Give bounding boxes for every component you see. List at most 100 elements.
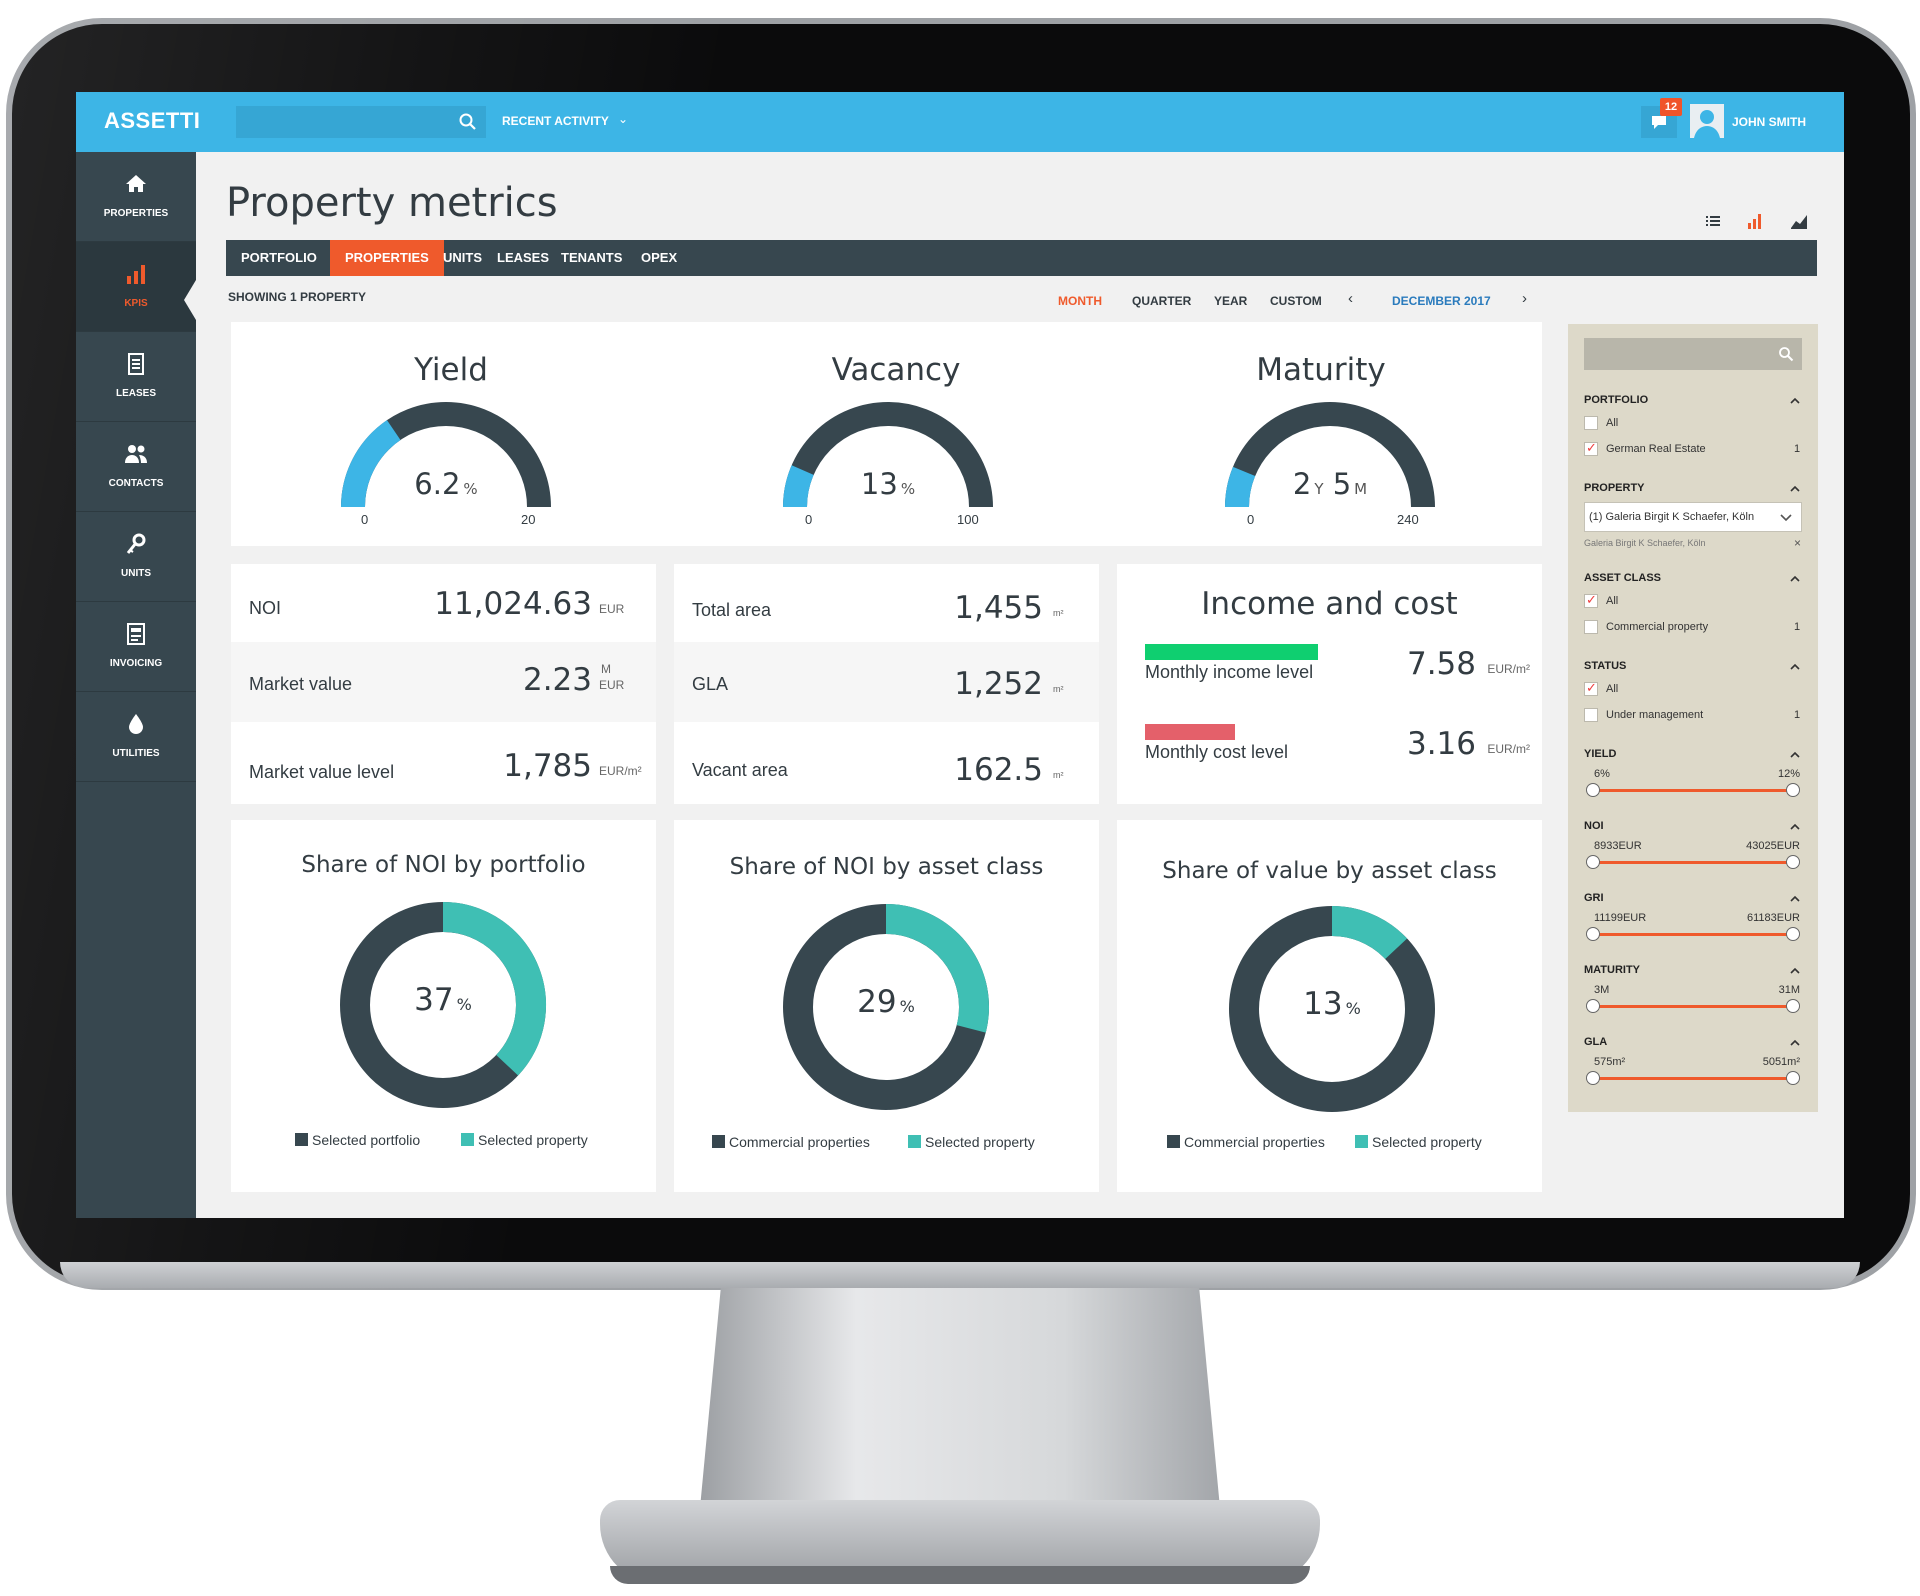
chevron-up-icon[interactable] (1790, 574, 1800, 584)
filter-section-portfolio[interactable]: PORTFOLIO (1584, 394, 1649, 406)
checkbox-asset-class-commercial[interactable] (1584, 620, 1598, 634)
section-tabs: PORTFOLIO PROPERTIES UNITS LEASES TENANT… (226, 240, 1817, 276)
filter-section-asset-class[interactable]: ASSET CLASS (1584, 572, 1662, 584)
recent-activity-dropdown[interactable]: RECENT ACTIVITY (502, 114, 609, 128)
tab-units[interactable]: UNITS (443, 250, 482, 265)
checkbox-status-under-management[interactable] (1584, 708, 1598, 722)
tab-properties[interactable]: PROPERTIES (330, 240, 444, 276)
yield-slider-track[interactable] (1594, 789, 1794, 792)
filter-option-label: Under management (1606, 709, 1704, 721)
search-icon[interactable] (1778, 346, 1794, 362)
tab-opex[interactable]: OPEX (641, 250, 678, 265)
sidebar-item-leases[interactable]: LEASES (76, 332, 196, 422)
filter-section-yield[interactable]: YIELD (1584, 748, 1617, 760)
list-view-icon[interactable] (1704, 212, 1722, 230)
metric-unit: m² (1053, 608, 1064, 618)
global-search-input[interactable] (236, 106, 486, 138)
gauge-max: 20 (521, 512, 536, 527)
notification-count-badge: 12 (1660, 98, 1682, 116)
filter-section-gri[interactable]: GRI (1584, 892, 1604, 904)
next-period-button[interactable]: › (1522, 290, 1527, 307)
chevron-down-icon[interactable]: ⌄ (618, 112, 629, 126)
metric-row-market-value: Market value 2.23 M EUR (231, 642, 656, 722)
gauge-vacancy (783, 402, 993, 508)
chevron-up-icon[interactable] (1790, 750, 1800, 760)
chevron-down-icon[interactable] (1779, 510, 1793, 524)
maturity-slider-track[interactable] (1594, 1005, 1794, 1008)
slider-min-handle[interactable] (1586, 927, 1600, 941)
tab-leases[interactable]: LEASES (497, 250, 550, 265)
donut-card-noi-portfolio: Share of NOI by portfolio 37% Selected p… (231, 820, 656, 1192)
slider-min-handle[interactable] (1586, 999, 1600, 1013)
chevron-up-icon[interactable] (1790, 662, 1800, 672)
filter-option-count: 1 (1794, 621, 1801, 633)
document-icon (128, 353, 144, 375)
gauge-fill (1225, 466, 1256, 508)
sidebar-item-utilities[interactable]: UTILITIES (76, 692, 196, 782)
filter-section-status[interactable]: STATUS (1584, 660, 1627, 672)
close-icon[interactable]: × (1794, 536, 1802, 550)
donut-center-value: 37% (414, 982, 472, 1018)
metric-row-noi: NOI 11,024.63 EUR (231, 564, 656, 642)
property-select[interactable]: (1) Galeria Birgit K Schaefer, Köln (1584, 502, 1802, 532)
chevron-up-icon[interactable] (1790, 1038, 1800, 1048)
sidebar-item-invoicing[interactable]: INVOICING (76, 602, 196, 692)
metric-unit: m² (1053, 684, 1064, 694)
checkbox-status-all[interactable] (1584, 680, 1598, 696)
invoice-icon (127, 623, 145, 645)
gauge-maturity (1225, 402, 1435, 508)
page-title: Property metrics (226, 180, 558, 226)
slider-min-label: 575m² (1594, 1056, 1626, 1068)
period-date[interactable]: DECEMBER 2017 (1392, 294, 1491, 308)
period-month[interactable]: MONTH (1058, 294, 1102, 308)
user-name[interactable]: JOHN SMITH (1732, 115, 1807, 129)
sidebar-item-properties[interactable]: PROPERTIES (76, 152, 196, 242)
slider-max-handle[interactable] (1786, 927, 1800, 941)
sidebar-item-units[interactable]: UNITS (76, 512, 196, 602)
filter-section-noi[interactable]: NOI (1584, 820, 1604, 832)
slider-min-handle[interactable] (1586, 855, 1600, 869)
slider-min-handle[interactable] (1586, 1071, 1600, 1085)
previous-period-button[interactable]: ‹ (1348, 290, 1353, 307)
donut-chart (783, 904, 989, 1110)
tab-portfolio[interactable]: PORTFOLIO (241, 250, 317, 265)
sidebar-item-kpis[interactable]: KPIS (76, 242, 196, 332)
search-icon[interactable] (458, 112, 478, 132)
chevron-up-icon[interactable] (1790, 822, 1800, 832)
noi-slider-track[interactable] (1594, 861, 1794, 864)
filter-search-input[interactable] (1584, 338, 1802, 370)
slider-min-handle[interactable] (1586, 783, 1600, 797)
gri-slider-track[interactable] (1594, 933, 1794, 936)
slider-max-label: 31M (1778, 984, 1800, 996)
bar-chart-view-icon[interactable] (1746, 212, 1764, 230)
tab-tenants[interactable]: TENANTS (561, 250, 623, 265)
filter-section-property[interactable]: PROPERTY (1584, 482, 1645, 494)
donut-title: Share of NOI by portfolio (301, 852, 586, 878)
chevron-up-icon[interactable] (1790, 484, 1800, 494)
sidebar-item-contacts[interactable]: CONTACTS (76, 422, 196, 512)
area-chart-view-icon[interactable] (1790, 212, 1808, 230)
filter-section-gla[interactable]: GLA (1584, 1036, 1608, 1048)
active-item-indicator (184, 280, 196, 320)
chevron-up-icon[interactable] (1790, 894, 1800, 904)
slider-max-handle[interactable] (1786, 999, 1800, 1013)
slider-max-handle[interactable] (1786, 783, 1800, 797)
filter-section-maturity[interactable]: MATURITY (1584, 964, 1641, 976)
slider-min-label: 11199EUR (1594, 912, 1647, 924)
chevron-up-icon[interactable] (1790, 966, 1800, 976)
slider-max-handle[interactable] (1786, 1071, 1800, 1085)
chevron-up-icon[interactable] (1790, 396, 1800, 406)
metric-row-market-value-level: Market value level 1,785 EUR/m² (231, 722, 656, 804)
avatar[interactable] (1690, 104, 1724, 138)
gla-slider-track[interactable] (1594, 1077, 1794, 1080)
slider-min-label: 3M (1594, 984, 1610, 996)
checkbox-portfolio-all[interactable] (1584, 416, 1598, 430)
period-custom[interactable]: CUSTOM (1270, 294, 1322, 308)
period-year[interactable]: YEAR (1214, 294, 1248, 308)
checkbox-asset-class-all[interactable] (1584, 592, 1598, 608)
slider-max-handle[interactable] (1786, 855, 1800, 869)
checkbox-portfolio-german-real-estate[interactable] (1584, 440, 1598, 456)
app-logo[interactable]: ASSETTI (104, 108, 201, 133)
period-quarter[interactable]: QUARTER (1132, 294, 1192, 308)
legend-swatch (461, 1133, 474, 1146)
